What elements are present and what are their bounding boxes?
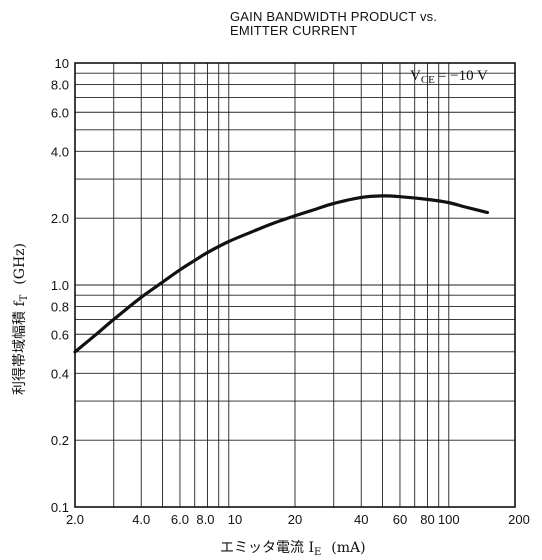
chart-title: GAIN BANDWIDTH PRODUCT vs. EMITTER CURRE… — [230, 9, 438, 38]
vce-annotation: VCE = −10 V — [410, 68, 488, 86]
y-tick-label: 6.0 — [51, 105, 69, 120]
x-tick-label: 4.0 — [132, 512, 150, 527]
x-tick-labels: 2.0 4.0 6.0 8.0 10 20 40 60 80 100 200 — [66, 512, 530, 527]
x-tick-label: 10 — [228, 512, 242, 527]
y-tick-label: 10 — [55, 56, 69, 71]
y-tick-label: 2.0 — [51, 211, 69, 226]
chart-title-line-1: GAIN BANDWIDTH PRODUCT vs. — [230, 9, 438, 24]
plot-frame — [74, 62, 516, 508]
x-axis-label-text: エミッタ電流 I — [220, 540, 314, 556]
y-tick-label: 1.0 — [51, 278, 69, 293]
y-axis-label-unit: (GHz) — [12, 243, 28, 285]
y-tick-label: 0.2 — [51, 433, 69, 448]
y-axis-label-text: 利得帯域幅積 f — [11, 300, 28, 395]
x-tick-label: 6.0 — [171, 512, 189, 527]
x-axis-label-subscript: E — [314, 547, 321, 558]
grid-layer — [74, 62, 516, 508]
ft-vs-ie-curve — [73, 194, 490, 354]
vce-annotation-value: = −10 V — [438, 68, 488, 84]
x-tick-label: 100 — [438, 512, 460, 527]
vce-annotation-subscript: CE — [421, 74, 435, 86]
x-tick-label: 40 — [354, 512, 368, 527]
y-axis-label: 利得帯域幅積 fT (GHz) — [11, 243, 30, 395]
x-axis-label-unit: (mA) — [331, 540, 365, 556]
x-tick-label: 2.0 — [66, 512, 84, 527]
y-tick-label: 8.0 — [51, 78, 69, 93]
y-tick-label: 0.4 — [51, 366, 69, 381]
curve-layer — [73, 194, 490, 354]
y-tick-label: 0.6 — [51, 327, 69, 342]
x-tick-label: 60 — [393, 512, 407, 527]
y-tick-label: 0.8 — [51, 300, 69, 315]
y-axis-label-subscript: T — [19, 294, 30, 301]
plot-border — [74, 62, 516, 508]
y-tick-label: 4.0 — [51, 144, 69, 159]
chart-title-line-2: EMITTER CURRENT — [230, 23, 358, 38]
y-tick-label: 0.1 — [51, 500, 69, 515]
x-tick-label: 20 — [288, 512, 302, 527]
x-tick-label: 200 — [508, 512, 530, 527]
x-axis-label: エミッタ電流 IE (mA) — [220, 540, 366, 558]
y-tick-labels: 0.1 0.2 0.4 0.6 0.8 1.0 2.0 4.0 6.0 8.0 10 — [51, 56, 69, 515]
vce-annotation-symbol: V — [410, 68, 421, 84]
x-tick-label: 80 — [420, 512, 434, 527]
x-tick-label: 8.0 — [196, 512, 214, 527]
